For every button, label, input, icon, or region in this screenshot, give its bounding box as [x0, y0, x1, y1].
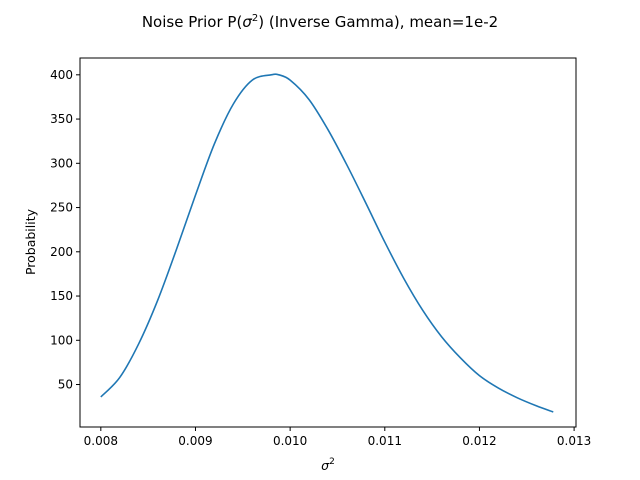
x-axis-label: σ2 [321, 457, 335, 473]
y-tick-label: 150 [50, 289, 73, 303]
y-tick-label: 250 [50, 201, 73, 215]
x-tick-label: 0.008 [84, 434, 118, 448]
series-line [100, 73, 554, 413]
y-tick-label: 300 [50, 156, 73, 170]
chart-title-suffix: ) (Inverse Gamma), mean=1e-2 [258, 13, 498, 31]
y-tick-label: 100 [50, 333, 73, 347]
y-tick-label: 350 [50, 112, 73, 126]
y-tick-label: 50 [58, 378, 73, 392]
x-tick-label: 0.009 [178, 434, 212, 448]
chart-title-superscript: 2 [252, 13, 258, 24]
plot-area: 0.008 0.009 0.010 0.011 0.012 0.013 50 100 150 20… [50, 57, 591, 448]
x-axis-label-symbol: σ [321, 458, 330, 473]
chart-title-symbol: σ [242, 13, 252, 31]
axis-ticks: 0.008 0.009 0.010 0.011 0.012 0.013 50 100 150 20… [50, 68, 591, 448]
y-tick-label: 400 [50, 68, 73, 82]
y-axis-label: Probability [23, 208, 38, 275]
chart-title: Noise Prior P(σ2) (Inverse Gamma), mean=… [142, 13, 498, 31]
y-tick-label: 200 [50, 245, 73, 259]
x-tick-label: 0.010 [273, 434, 307, 448]
chart-title-prefix: Noise Prior P( [142, 13, 243, 31]
axes-frame [79, 57, 577, 428]
x-tick-label: 0.012 [462, 434, 496, 448]
x-tick-label: 0.013 [557, 434, 591, 448]
x-tick-label: 0.011 [368, 434, 402, 448]
x-axis-label-superscript: 2 [329, 457, 335, 467]
